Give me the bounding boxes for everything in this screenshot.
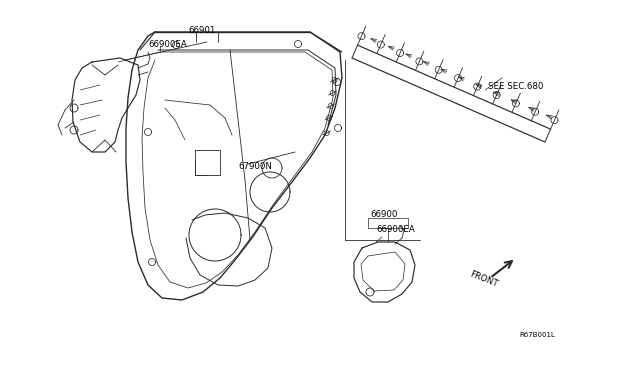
Text: 66900EA: 66900EA: [376, 225, 415, 234]
Text: 66900: 66900: [370, 210, 397, 219]
Text: 66901: 66901: [188, 26, 216, 35]
Text: 66900EA: 66900EA: [148, 40, 187, 49]
Text: SEE SEC.680: SEE SEC.680: [488, 82, 543, 91]
Text: 67900N: 67900N: [238, 162, 272, 171]
Text: FRONT: FRONT: [468, 270, 499, 289]
Text: R67B001L: R67B001L: [519, 332, 555, 338]
